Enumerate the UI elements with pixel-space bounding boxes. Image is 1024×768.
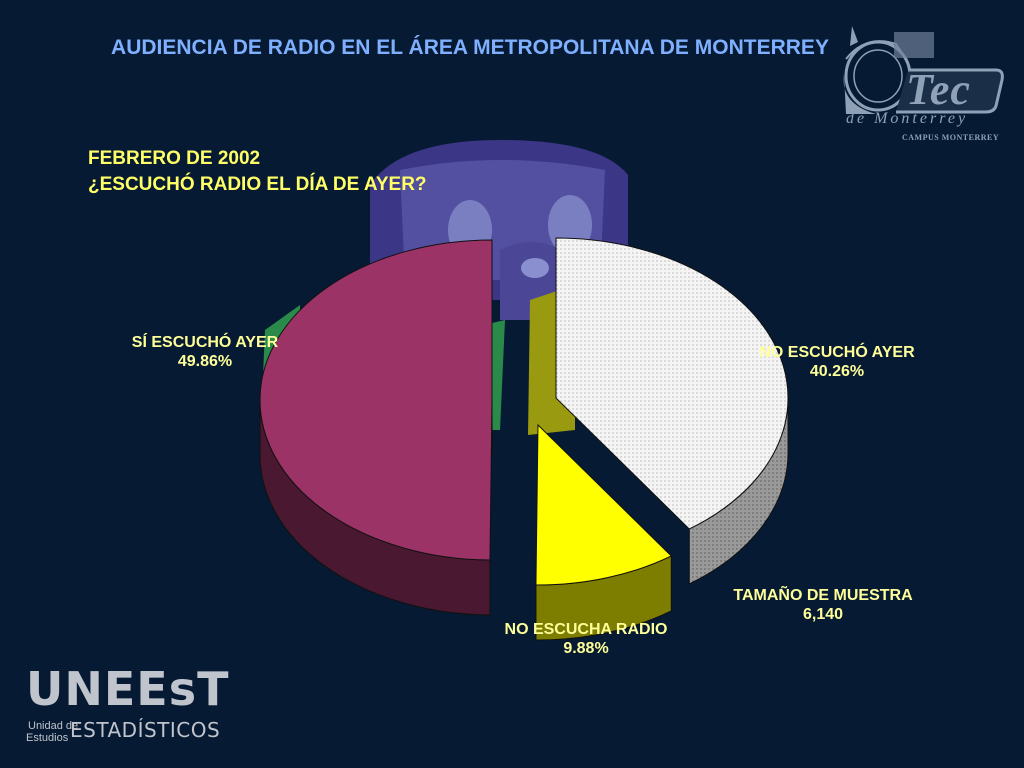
slice-label-si-value: 49.86% [177,353,233,370]
tec-logo-subtitle: de Monterrey [846,110,969,127]
slice-label-no-escucho: NO ESCUCHÓ AYER 40.26% [732,343,942,381]
sample-size-label: TAMAÑO DE MUESTRA [733,587,913,604]
tec-logo-word: Tec [906,65,971,114]
uneest-logo-estadisticos: ESTADÍSTICOS [70,718,221,742]
tec-logo [843,26,1004,114]
slice-label-no-escucho-name: NO ESCUCHÓ AYER [759,344,915,361]
uneest-logo: UNEEsT Unidad de Estudios ESTADÍSTICOS [26,662,230,744]
sample-size-value: 6,140 [802,606,844,623]
page-title: AUDIENCIA DE RADIO EN EL ÁREA METROPOLIT… [111,36,829,59]
slice-label-no-escucho-value: 40.26% [809,363,865,380]
uneest-logo-small: Unidad de Estudios [26,720,78,744]
uneest-logo-small-line2: Estudios [26,732,69,744]
pie-slice-si-escucho [259,239,493,561]
uneest-logo-word: UNEEsT [26,662,230,716]
chart-subtitle: FEBRERO DE 2002 ¿ESCUCHÓ RADIO EL DÍA DE… [88,146,427,198]
pie-slice-no-escucho [555,237,789,530]
slice-label-no-escucha-name: NO ESCUCHA RADIO [504,621,668,638]
slice-label-si: SÍ ESCUCHÓ AYER 49.86% [105,333,305,371]
subtitle-date: FEBRERO DE 2002 [88,148,261,169]
slice-label-no-escucha: NO ESCUCHA RADIO 9.88% [476,620,696,658]
slice-label-no-escucha-value: 9.88% [563,640,609,657]
slice-label-si-name: SÍ ESCUCHÓ AYER [131,334,279,351]
pie-slice-no-escucha [535,423,673,586]
sample-size: TAMAÑO DE MUESTRA 6,140 [700,586,946,624]
uneest-logo-small-line1: Unidad de [28,720,79,732]
subtitle-question: ¿ESCUCHÓ RADIO EL DÍA DE AYER? [88,174,427,195]
tec-logo-campus: CAMPUS MONTERREY [902,133,1000,142]
